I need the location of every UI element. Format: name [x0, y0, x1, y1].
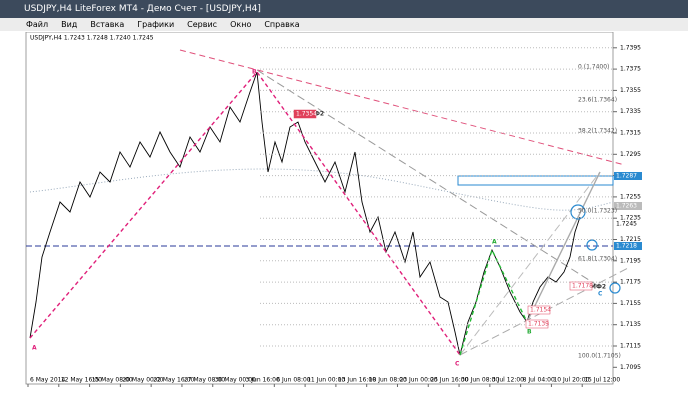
price-marker-label: 1.7245 — [616, 221, 637, 228]
menu-bar: Файл Вид Вставка Графики Сервис Окно Справка — [0, 18, 688, 31]
menu-item[interactable]: Графики — [137, 20, 175, 29]
price-label: 1.7295 — [620, 151, 641, 158]
date-label: 6 May 2014 — [30, 377, 65, 384]
point-label: B — [252, 69, 257, 76]
price-label: 1.7155 — [620, 300, 641, 307]
date-label: 12 May 16:00 — [61, 377, 102, 384]
price-marker-label: 1.7218 — [616, 243, 637, 250]
pattern-line — [459, 248, 528, 356]
fib-label: 50.0(1.7323) — [578, 208, 617, 215]
price-marker-label: 1.7287 — [616, 173, 637, 180]
point-label: C — [598, 291, 603, 298]
price-label: 1.7115 — [620, 343, 641, 350]
price-marker — [614, 220, 642, 228]
date-label: 30 Jun 08:00 — [461, 377, 499, 384]
trend-line — [179, 49, 626, 166]
date-label: 25 Jun 16:00 — [430, 377, 468, 384]
trend-line — [459, 171, 601, 356]
point-label: A — [492, 239, 497, 246]
price-tag — [525, 319, 549, 329]
fib-label: 61.8(1.7304) — [578, 256, 617, 263]
price-label: 1.7355 — [620, 87, 641, 94]
title-bar: USDJPY,H4 LiteForex MT4 - Демо Счет - [U… — [0, 0, 688, 18]
plot-frame — [25, 32, 614, 385]
date-label: 11 Jun 00:00 — [307, 377, 345, 384]
chart: USDJPY,H4 1.7243 1.7248 1.7240 1.7245 1.7… — [25, 32, 642, 387]
menu-item[interactable]: Файл — [26, 20, 49, 29]
price-marker-label: 1.7263 — [616, 203, 637, 210]
date-label: 27 May 08:00 — [184, 377, 225, 384]
date-label: 8 Jul 04:00 — [523, 377, 555, 384]
target-circle — [586, 239, 598, 251]
date-label: 30 May 00:00 — [215, 377, 256, 384]
point-label: C — [455, 361, 460, 368]
price-marker — [614, 242, 642, 250]
price-label: 1.7375 — [620, 66, 641, 73]
date-label: 22 May 16:00 — [153, 377, 194, 384]
price-label: 1.7335 — [620, 108, 641, 115]
tag-label: МФ2 — [590, 284, 606, 291]
price-label: 1.7235 — [620, 215, 641, 222]
date-label: 18 Jun 08:00 — [369, 377, 407, 384]
price-label: 1.7095 — [620, 364, 641, 371]
tag-label: 1.7154 — [530, 307, 551, 314]
date-label: 13 Jun 16:00 — [338, 377, 376, 384]
menu-item[interactable]: Окно — [230, 20, 252, 29]
price-tag — [569, 281, 593, 291]
menu-item[interactable]: Справка — [264, 20, 300, 29]
trend-line — [459, 266, 631, 356]
point-label: A — [32, 345, 37, 352]
symbol-label: USDJPY,H4 1.7243 1.7248 1.7240 1.7245 — [30, 35, 154, 42]
price-label: 1.7175 — [620, 279, 641, 286]
date-label: 15 Jul 12:00 — [584, 377, 620, 384]
moving-average — [29, 168, 614, 211]
price-marker — [614, 202, 642, 210]
price-label: 1.7195 — [620, 257, 641, 264]
date-label: 15 May 08:00 — [92, 377, 133, 384]
target-circle — [570, 204, 586, 220]
point-label: B — [527, 329, 532, 336]
price-label: 1.7395 — [620, 44, 641, 51]
fib-label: 23.6(1.7364) — [578, 97, 617, 104]
menu-item[interactable]: Вставка — [90, 20, 125, 29]
tag-label: 1.7354 — [296, 111, 317, 118]
menu-item[interactable]: Вид — [61, 20, 78, 29]
price-label: 1.7315 — [620, 130, 641, 137]
tag-label: 1.7178 — [572, 283, 593, 290]
fib-label: 38.2(1.7342) — [578, 128, 617, 135]
price-marker — [614, 172, 642, 180]
price-label: 1.7135 — [620, 321, 641, 328]
date-label: 6 Jun 08:00 — [276, 377, 310, 384]
date-label: 10 Jul 20:00 — [553, 377, 589, 384]
date-label: 3 Jun 16:00 — [246, 377, 280, 384]
target-circle — [609, 282, 621, 294]
fib-label: 0.(1.7400) — [578, 64, 609, 71]
tag-label: 1.7139 — [528, 321, 549, 328]
price-label: 1.7255 — [620, 193, 641, 200]
trend-line — [256, 69, 601, 288]
menu-item[interactable]: Сервис — [187, 20, 218, 29]
date-label: 23 Jun 00:00 — [399, 377, 437, 384]
price-label: 1.7215 — [620, 236, 641, 243]
date-label: 3 Jul 12:00 — [492, 377, 524, 384]
zone-box — [457, 175, 614, 186]
fib-label: 100.0(1.7105) — [578, 353, 621, 360]
date-label: 20 May 00:00 — [122, 377, 163, 384]
price-tag — [527, 305, 551, 315]
price-tag — [293, 109, 317, 119]
